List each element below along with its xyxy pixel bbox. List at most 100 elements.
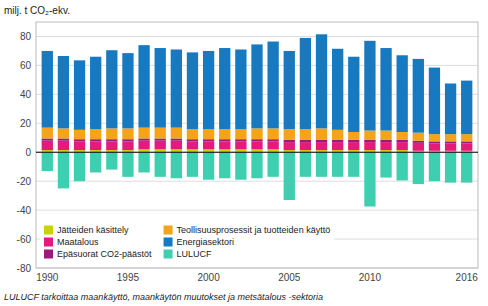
- bar-segment: [445, 134, 456, 141]
- legend-background: [40, 220, 334, 264]
- bar-segment: [42, 152, 53, 171]
- bar-segment: [461, 81, 472, 135]
- bar-segment: [74, 60, 85, 129]
- bar-segment: [300, 140, 311, 142]
- bar-segment: [58, 141, 69, 150]
- bar-segment: [461, 144, 472, 151]
- grid-line: [36, 36, 478, 37]
- bar-segment: [42, 141, 53, 150]
- x-tick-label: 2005: [278, 272, 301, 283]
- zero-line: [36, 152, 478, 153]
- bar-segment: [187, 152, 198, 177]
- legend-label: Energiasektori: [177, 237, 235, 247]
- bar-segment: [187, 129, 198, 139]
- bar-segment: [235, 152, 246, 179]
- bar-segment: [203, 139, 214, 141]
- bar-segment: [187, 139, 198, 141]
- x-tick-label: 1990: [36, 272, 59, 283]
- bar-segment: [445, 144, 456, 151]
- bar-segment: [284, 140, 295, 142]
- bar-segment: [316, 140, 327, 142]
- y-tick-label: -40: [17, 205, 32, 216]
- bar-segment: [429, 134, 440, 141]
- y-tick-label: 80: [20, 31, 32, 42]
- bar-segment: [122, 128, 133, 139]
- bar-segment: [284, 129, 295, 140]
- bar-segment: [171, 138, 182, 140]
- bar-segment: [397, 132, 408, 140]
- bar-segment: [380, 142, 391, 150]
- bar-segment: [316, 152, 327, 177]
- bar-segment: [348, 152, 359, 177]
- bar-segment: [364, 152, 375, 206]
- bar-segment: [348, 132, 359, 140]
- bar-segment: [171, 49, 182, 127]
- bar-segment: [203, 129, 214, 139]
- bar-segment: [58, 138, 69, 140]
- bar-segment: [122, 141, 133, 150]
- bar-segment: [42, 128, 53, 139]
- bar-segment: [219, 139, 230, 141]
- grid: [36, 36, 478, 268]
- bar-segment: [106, 141, 117, 150]
- bar-segment: [106, 128, 117, 139]
- bar-segment: [138, 128, 149, 139]
- bar-segment: [284, 51, 295, 129]
- bar-segment: [251, 152, 262, 178]
- bar-segment: [364, 41, 375, 131]
- x-tick-label: 2010: [359, 272, 382, 283]
- legend-swatch: [164, 238, 173, 247]
- bar-segment: [203, 141, 214, 149]
- bar-segment: [284, 142, 295, 150]
- legend-label: Jätteiden käsittely: [57, 225, 129, 235]
- bar-segment: [413, 59, 424, 133]
- plot-frame: [36, 22, 478, 268]
- grid-line: [36, 152, 478, 153]
- bar-segment: [251, 139, 262, 141]
- bar-segment: [461, 134, 472, 141]
- bar-segment: [90, 129, 101, 139]
- legend-label: LULUCF: [177, 249, 213, 259]
- bar-segment: [122, 53, 133, 128]
- bar-segment: [316, 142, 327, 150]
- bar-segment: [235, 139, 246, 141]
- y-axis-label: milj. t CO₂-ekv.: [4, 5, 70, 16]
- grid-line: [36, 210, 478, 211]
- bar-segment: [332, 130, 343, 140]
- bar-segment: [171, 152, 182, 178]
- x-tick-label: 1995: [117, 272, 140, 283]
- bar-segment: [90, 139, 101, 141]
- y-tick-label: 40: [20, 89, 32, 100]
- bar-segment: [138, 45, 149, 127]
- bar-segment: [138, 152, 149, 172]
- bar-segment: [300, 38, 311, 129]
- bar-segment: [58, 152, 69, 188]
- bar-segment: [380, 152, 391, 177]
- bar-segment: [235, 129, 246, 139]
- legend-label: Teollisuusprosessit ja tuotteiden käyttö: [177, 225, 331, 235]
- legend-swatch: [164, 226, 173, 235]
- bar-segment: [74, 139, 85, 141]
- bar-segment: [58, 56, 69, 128]
- bar-segment: [429, 152, 440, 181]
- bar-segment: [187, 141, 198, 149]
- bar-segment: [300, 152, 311, 177]
- bar-segment: [332, 49, 343, 130]
- bar-segment: [267, 141, 278, 149]
- y-tick-label: 20: [20, 118, 32, 129]
- y-tick-label: 60: [20, 60, 32, 71]
- bar-segment: [429, 141, 440, 143]
- bar-segment: [397, 140, 408, 142]
- bar-segment: [267, 139, 278, 141]
- y-tick-label: -60: [17, 234, 32, 245]
- bar-segment: [348, 57, 359, 132]
- bar-segment: [171, 128, 182, 139]
- bar-segment: [267, 42, 278, 129]
- legend-swatch: [44, 250, 53, 259]
- bar-segment: [445, 84, 456, 135]
- bar-segment: [397, 152, 408, 180]
- x-tick-label: 2000: [197, 272, 220, 283]
- bar-segment: [364, 140, 375, 142]
- bar-segment: [138, 141, 149, 150]
- bar-segment: [235, 141, 246, 149]
